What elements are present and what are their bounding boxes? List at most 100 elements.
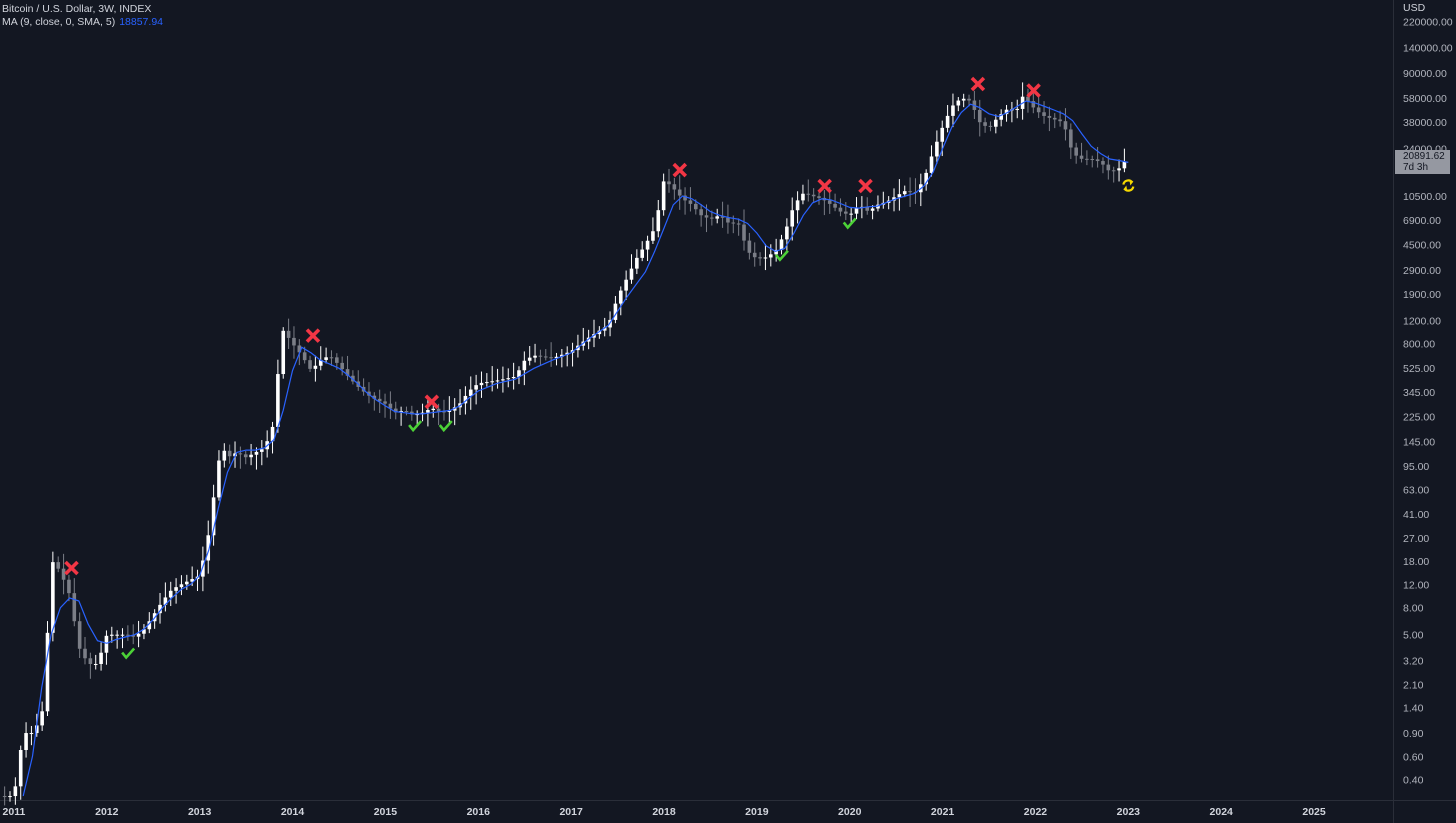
candle-body <box>565 352 570 355</box>
price-tick-label: 2.10 <box>1403 679 1424 691</box>
candle-body <box>999 114 1003 120</box>
price-tick-label: 1900.00 <box>1403 289 1441 301</box>
sell-signal-icon <box>970 76 986 92</box>
candle-body <box>956 100 961 106</box>
candle-body <box>945 115 950 128</box>
candle-body <box>109 634 114 636</box>
time-tick-label: 2012 <box>95 806 119 818</box>
candle-body <box>795 200 800 211</box>
candle-body <box>704 215 709 218</box>
price-tick-label: 63.00 <box>1403 484 1429 496</box>
price-tick-label: 140000.00 <box>1403 42 1453 54</box>
candle-body <box>801 193 805 201</box>
candle-body <box>988 125 993 127</box>
candle-body <box>40 711 44 726</box>
candle-body <box>833 203 837 208</box>
price-axis[interactable]: 220000.00 140000.00 90000.00 58000.00 38000.… <box>1403 16 1453 786</box>
time-tick-label: 2018 <box>652 806 676 818</box>
candle-body <box>817 196 821 198</box>
symbol-info[interactable]: Bitcoin / U.S. Dollar, 3W, INDEX <box>2 3 152 15</box>
candle-body <box>501 379 505 381</box>
candle-body <box>174 587 178 591</box>
candle-body <box>720 216 725 218</box>
candle-body <box>1085 158 1089 160</box>
candle-body <box>1004 109 1009 115</box>
candle-body <box>431 408 436 411</box>
signal-markers <box>64 76 1135 660</box>
price-tick-label: 525.00 <box>1403 363 1435 375</box>
candle-body <box>517 370 521 377</box>
price-tick-label: 5.00 <box>1403 630 1424 642</box>
candle-body <box>243 454 248 458</box>
candle-body <box>452 407 457 411</box>
currency-label[interactable]: USD <box>1403 2 1426 14</box>
time-tick-label: 2014 <box>281 806 305 818</box>
candle-body <box>147 621 152 630</box>
candle-body <box>1052 117 1057 120</box>
candle-body <box>254 451 259 455</box>
candle-body <box>2 796 7 798</box>
last-price-value: 20891.62 <box>1403 150 1445 162</box>
candle-body <box>249 454 253 458</box>
candle-body <box>72 593 77 622</box>
candle-body <box>324 357 328 360</box>
buy-signal-icon <box>438 420 453 433</box>
candle-body <box>13 786 18 797</box>
sell-signal-icon <box>305 328 321 343</box>
candle-body <box>297 345 302 353</box>
candle-body <box>635 257 639 269</box>
candle-body <box>45 632 50 712</box>
price-tick-label: 10500.00 <box>1403 191 1447 203</box>
candle-body <box>806 193 811 195</box>
candle-body <box>211 497 216 536</box>
candle-body <box>67 579 71 594</box>
candle-body <box>983 122 987 126</box>
candle-body <box>142 629 146 634</box>
candle-body <box>811 194 816 197</box>
last-price-label: 20891.62 7d 3h <box>1395 149 1450 174</box>
candle-body <box>854 207 859 214</box>
price-tick-label: 145.00 <box>1403 437 1435 449</box>
price-tick-label: 225.00 <box>1403 411 1435 423</box>
candle-body <box>1106 164 1111 171</box>
ma-legend[interactable]: MA (9, close, 0, SMA, 5) 18857.94 <box>2 16 163 29</box>
candle-body <box>897 194 902 198</box>
candle-body <box>752 252 757 258</box>
candle-body <box>474 385 478 390</box>
candle-body <box>506 378 511 380</box>
candle-body <box>490 381 494 383</box>
candle-body <box>1058 119 1062 122</box>
candle-body <box>560 354 564 357</box>
candle-body <box>24 733 28 750</box>
price-tick-label: 0.60 <box>1403 751 1424 763</box>
time-tick-label: 2024 <box>1210 806 1234 818</box>
candle-body <box>318 359 323 366</box>
candle-body <box>115 634 119 636</box>
candle-body <box>168 590 173 598</box>
candle-body <box>56 562 61 569</box>
time-tick-label: 2021 <box>931 806 955 818</box>
candle-body <box>345 369 350 376</box>
candle-body <box>667 181 671 185</box>
time-axis[interactable]: 2011 2012 2013 2014 2015 2016 2017 2018 2019 2020… <box>3 806 1326 818</box>
candle-body <box>838 207 843 212</box>
candle-body <box>758 257 762 259</box>
candle-body <box>929 156 934 173</box>
candle-body <box>329 357 334 359</box>
candle-body <box>1069 129 1073 148</box>
candle-body <box>286 330 291 338</box>
price-tick-label: 12.00 <box>1403 579 1429 591</box>
price-tick-label: 1200.00 <box>1403 315 1441 327</box>
candle-body <box>1047 115 1052 118</box>
buy-signal-icon <box>121 647 136 660</box>
candle-body <box>731 222 736 224</box>
price-tick-label: 6900.00 <box>1403 215 1441 227</box>
candle-body <box>1063 121 1068 130</box>
buy-signal-icon <box>408 420 423 433</box>
candle-body <box>865 206 870 211</box>
candle-body <box>677 189 682 196</box>
price-tick-label: 0.90 <box>1403 728 1424 740</box>
price-tick-label: 345.00 <box>1403 387 1435 399</box>
candle-body <box>372 395 377 399</box>
